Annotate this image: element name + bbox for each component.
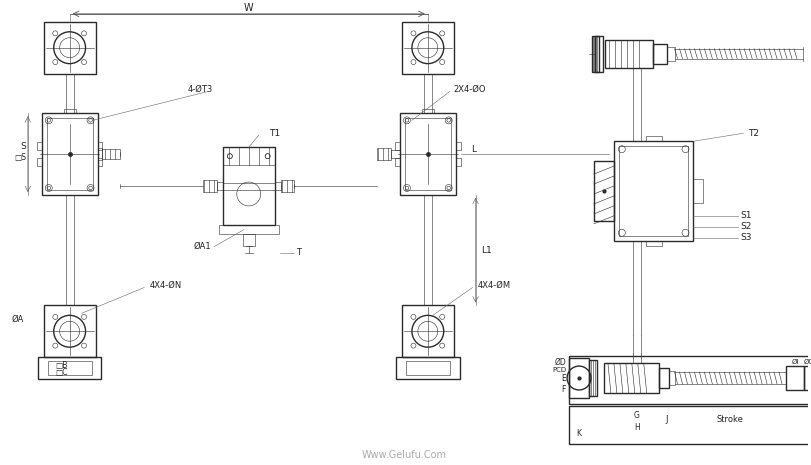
Bar: [593, 161, 613, 221]
Text: T: T: [296, 248, 301, 257]
Text: ØI: ØI: [790, 359, 798, 365]
Text: Www.Gelufu.Com: Www.Gelufu.Com: [361, 450, 446, 459]
Bar: [693, 179, 702, 203]
Bar: [400, 113, 455, 195]
Bar: [569, 406, 811, 444]
Bar: [203, 180, 217, 192]
Bar: [645, 241, 661, 246]
Bar: [406, 361, 449, 375]
Text: T1: T1: [268, 129, 280, 138]
Bar: [47, 119, 92, 190]
Text: J: J: [664, 415, 667, 425]
Bar: [667, 371, 674, 385]
Bar: [242, 234, 255, 246]
Text: E: E: [560, 373, 565, 383]
Text: T2: T2: [747, 129, 758, 138]
Text: □B: □B: [55, 360, 68, 370]
Text: S: S: [20, 142, 26, 151]
Bar: [603, 363, 658, 393]
Text: □S: □S: [14, 153, 26, 162]
Bar: [97, 142, 102, 150]
Bar: [281, 180, 294, 192]
Bar: [401, 22, 453, 73]
Text: 2X4-ØO: 2X4-ØO: [453, 85, 486, 94]
Text: L: L: [470, 145, 475, 154]
Bar: [422, 109, 433, 113]
Bar: [48, 361, 92, 375]
Bar: [97, 148, 102, 160]
Text: S1: S1: [740, 212, 751, 220]
Bar: [44, 22, 96, 73]
Bar: [588, 360, 596, 396]
Text: 4X4-ØM: 4X4-ØM: [477, 281, 510, 290]
Text: ØD: ØD: [554, 358, 565, 366]
Bar: [376, 148, 391, 160]
Bar: [785, 366, 803, 390]
Text: 4-ØT3: 4-ØT3: [187, 85, 212, 94]
Bar: [217, 182, 222, 190]
Bar: [102, 149, 120, 159]
Bar: [455, 158, 460, 166]
Bar: [391, 150, 400, 158]
Bar: [36, 142, 41, 150]
Bar: [222, 147, 274, 225]
Text: K: K: [576, 429, 581, 438]
Text: H: H: [633, 423, 639, 432]
Text: F: F: [561, 385, 565, 394]
Bar: [658, 368, 667, 388]
Text: ØQ: ØQ: [803, 359, 811, 365]
Text: ØA: ØA: [11, 315, 24, 324]
Bar: [222, 147, 274, 165]
Bar: [401, 306, 453, 357]
Bar: [274, 182, 281, 190]
Bar: [455, 142, 460, 150]
Bar: [394, 158, 400, 166]
Text: ØA1: ØA1: [193, 242, 211, 251]
Bar: [36, 158, 41, 166]
Bar: [405, 119, 450, 190]
Text: L1: L1: [481, 246, 491, 255]
Bar: [803, 366, 811, 390]
Bar: [645, 136, 661, 141]
Bar: [394, 142, 400, 150]
Bar: [569, 356, 811, 404]
Text: 4X4-ØN: 4X4-ØN: [149, 281, 182, 290]
Bar: [44, 306, 96, 357]
Text: □C: □C: [55, 367, 68, 377]
Bar: [594, 36, 603, 72]
Bar: [666, 46, 674, 60]
Bar: [63, 109, 75, 113]
Text: PCD: PCD: [551, 367, 565, 373]
Bar: [591, 36, 599, 72]
Text: S3: S3: [740, 233, 751, 242]
Text: S2: S2: [740, 222, 751, 231]
Bar: [396, 357, 459, 379]
Bar: [618, 146, 688, 236]
Bar: [613, 141, 693, 241]
Bar: [41, 113, 97, 195]
Bar: [219, 225, 278, 234]
Bar: [604, 40, 652, 67]
Bar: [569, 358, 588, 398]
Bar: [97, 158, 102, 166]
Text: Stroke: Stroke: [716, 415, 743, 425]
Text: W: W: [243, 3, 253, 13]
Bar: [38, 357, 101, 379]
Text: G: G: [633, 412, 639, 420]
Bar: [652, 44, 666, 64]
